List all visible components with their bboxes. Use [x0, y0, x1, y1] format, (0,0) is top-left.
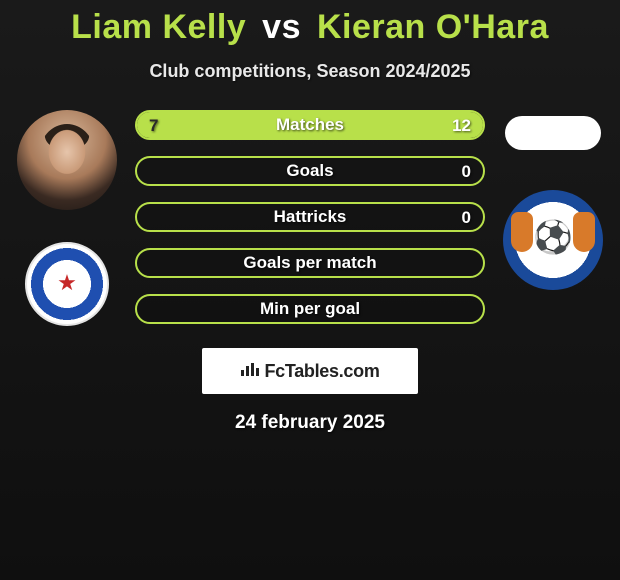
- stat-bars: Matches 7 12 Goals 0 Hattricks 0 Goals per matc…: [135, 110, 485, 324]
- player1-name: Liam Kelly: [71, 8, 246, 46]
- stat-bar: Goals per match: [135, 248, 485, 278]
- stat-bar: Hattricks 0: [135, 202, 485, 232]
- bar-label: Hattricks: [274, 207, 347, 227]
- right-column: [493, 110, 613, 290]
- date-label: 24 february 2025: [0, 412, 620, 434]
- left-column: [7, 110, 127, 326]
- bar-chart-icon: [240, 361, 260, 382]
- bar-label: Min per goal: [260, 299, 360, 319]
- brand-text: FcTables.com: [264, 361, 379, 382]
- stat-bar: Goals 0: [135, 156, 485, 186]
- bar-value-left: 7: [149, 116, 158, 136]
- player2-name: Kieran O'Hara: [317, 8, 549, 46]
- bar-value-right: 0: [462, 208, 471, 228]
- bar-label: Matches: [276, 115, 344, 135]
- bar-label: Goals per match: [243, 253, 376, 273]
- bar-value-right: 0: [462, 162, 471, 182]
- player1-avatar: [17, 110, 117, 210]
- bar-label: Goals: [286, 161, 333, 181]
- subtitle: Club competitions, Season 2024/2025: [0, 61, 620, 82]
- brand-badge: FcTables.com: [202, 348, 418, 394]
- player2-avatar: [505, 116, 601, 150]
- page-title: Liam Kelly vs Kieran O'Hara: [0, 8, 620, 47]
- bar-value-right: 12: [452, 116, 471, 136]
- kilmarnock-badge-icon: [503, 190, 603, 290]
- stat-bar: Min per goal: [135, 294, 485, 324]
- main-row: Matches 7 12 Goals 0 Hattricks 0 Goals per matc…: [0, 110, 620, 326]
- stat-bar: Matches 7 12: [135, 110, 485, 140]
- rangers-badge-icon: [25, 242, 109, 326]
- comparison-card: Liam Kelly vs Kieran O'Hara Club competi…: [0, 0, 620, 434]
- title-vs: vs: [262, 8, 301, 46]
